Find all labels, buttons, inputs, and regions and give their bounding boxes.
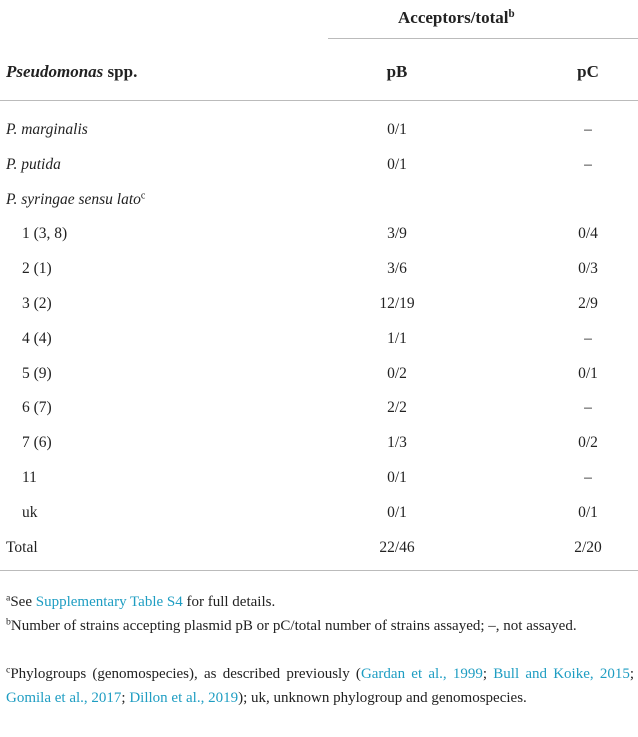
cell-value: 0/3: [578, 260, 598, 278]
column-header: pB: [386, 62, 408, 81]
cell-value: 22/46: [379, 538, 415, 556]
group-header: Acceptors/totalb: [398, 8, 515, 28]
row-label: 7 (6): [22, 434, 52, 452]
row-label: 1 (3, 8): [22, 225, 68, 243]
reference-link[interactable]: Gardan et al., 1999: [360, 666, 483, 682]
cell-value: 1/1: [387, 329, 407, 347]
cell-value: 12/19: [379, 295, 415, 312]
row-label: uk: [22, 503, 38, 521]
reference-link[interactable]: Dillon et al., 2019: [129, 690, 239, 706]
reference-link[interactable]: Bull and Koike, 2015: [493, 666, 630, 682]
cell-value: 3/9: [387, 225, 407, 243]
cell-value: 0/1: [387, 155, 407, 173]
row-label: 11: [22, 469, 37, 486]
footnote-text: ;: [121, 690, 130, 706]
cell-value: 2/2: [387, 399, 407, 417]
footnote-text: ); uk, unknown phylogroup and genomospec…: [238, 690, 527, 706]
cell-value: 0/1: [578, 503, 598, 521]
footnote: bNumber of strains accepting plasmid pB …: [6, 614, 634, 638]
footnote-mark: c: [140, 190, 146, 202]
footnote-mark: b: [508, 7, 515, 20]
footnote: cPhylogroups (genomospecies), as describ…: [6, 662, 634, 710]
row-label: P. putida: [6, 155, 61, 173]
group-header-text: Acceptors/total: [398, 8, 509, 27]
reference-link[interactable]: Gomila et al., 2017: [6, 690, 122, 706]
cell-value: –: [584, 121, 592, 138]
reference-link[interactable]: Supplementary Table S4: [35, 594, 183, 610]
column-header-text: spp.: [103, 62, 138, 81]
rule: [0, 100, 638, 101]
footnote-text: for full details.: [182, 594, 276, 610]
cell-value: –: [584, 469, 592, 486]
cell-value: 2/9: [578, 295, 598, 312]
row-label: P. marginalis: [6, 121, 88, 138]
column-header: pC: [577, 62, 599, 81]
cell-value: –: [584, 155, 592, 173]
column-header-italic: Pseudomonas: [6, 62, 104, 81]
column-header: Pseudomonas spp.: [6, 62, 137, 82]
footnote-text: See: [10, 594, 36, 610]
cell-value: 0/1: [578, 364, 598, 382]
footnote-text: Phylogroups (genomospecies), as describe…: [10, 666, 361, 682]
footnote: aSee Supplementary Table S4 for full det…: [6, 590, 634, 614]
footnote-mark: c: [6, 664, 11, 676]
footnote-text: ;: [629, 666, 635, 682]
cell-value: 0/2: [578, 434, 598, 452]
row-label: 3 (2): [22, 295, 52, 312]
cell-value: –: [584, 329, 592, 347]
cell-value: 0/1: [387, 121, 407, 138]
footnote-text: Number of strains accepting plasmid pB o…: [10, 618, 577, 634]
rule: [0, 570, 638, 571]
cell-value: 3/6: [387, 260, 407, 278]
footnote-mark: b: [6, 616, 11, 628]
group-label: P. syringae sensu latoc: [6, 190, 145, 210]
row-label: 4 (4): [22, 329, 52, 347]
cell-value: 0/1: [387, 503, 407, 521]
cell-value: 0/4: [578, 225, 598, 243]
row-label: 6 (7): [22, 399, 52, 417]
rule: [328, 38, 638, 39]
row-label: Total: [6, 538, 38, 556]
cell-value: –: [584, 399, 592, 417]
footnote-mark: a: [6, 592, 11, 604]
group-label-text: P. syringae sensu lato: [6, 190, 141, 208]
cell-value: 0/2: [387, 364, 407, 382]
footnote-text: ;: [482, 666, 494, 682]
cell-value: 2/20: [574, 538, 602, 556]
row-label: 2 (1): [22, 260, 52, 278]
cell-value: 0/1: [387, 469, 407, 486]
cell-value: 1/3: [387, 434, 407, 452]
row-label: 5 (9): [22, 364, 52, 382]
